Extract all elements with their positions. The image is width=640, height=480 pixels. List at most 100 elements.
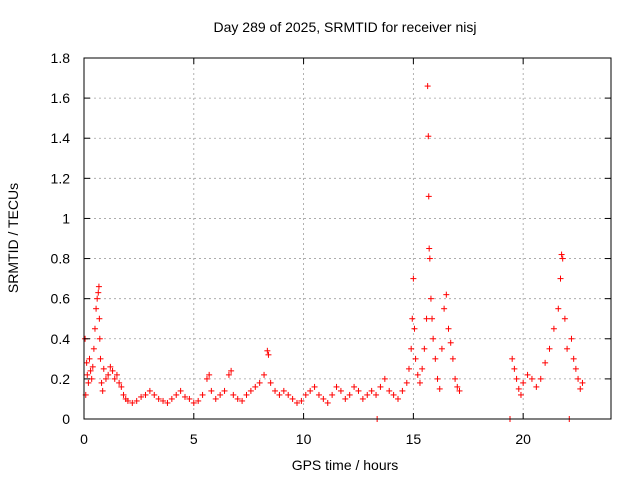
data-point: [265, 351, 272, 358]
data-point: [399, 387, 406, 394]
data-point: [111, 375, 118, 382]
data-point: [550, 325, 557, 332]
y-tick-label: 1.8: [51, 50, 71, 66]
data-point: [515, 385, 522, 392]
data-point: [443, 291, 450, 298]
data-point: [109, 367, 116, 374]
data-point: [208, 387, 215, 394]
data-point: [568, 335, 575, 342]
data-point: [405, 365, 412, 372]
data-point: [221, 387, 228, 394]
data-point: [373, 391, 380, 398]
data-point: [403, 379, 410, 386]
data-point: [225, 371, 232, 378]
data-point: [84, 371, 91, 378]
data-point: [105, 371, 112, 378]
data-point: [289, 395, 296, 402]
data-point: [579, 379, 586, 386]
data-point: [419, 365, 426, 372]
data-point: [102, 375, 109, 382]
data-point: [85, 379, 92, 386]
x-tick-label: 5: [190, 431, 198, 447]
data-point: [94, 295, 101, 302]
data-point: [438, 345, 445, 352]
data-point: [138, 393, 145, 400]
data-point: [89, 363, 96, 370]
data-point: [425, 193, 432, 200]
x-tick-label: 10: [296, 431, 312, 447]
y-tick-label: 1: [62, 210, 70, 226]
data-point: [513, 375, 520, 382]
data-point: [190, 399, 197, 406]
x-axis-label: GPS time / hours: [292, 457, 399, 473]
data-point: [272, 387, 279, 394]
data-point: [98, 379, 105, 386]
data-point: [186, 395, 193, 402]
data-point: [425, 133, 432, 140]
data-point: [261, 371, 268, 378]
data-point: [337, 387, 344, 394]
data-point: [421, 345, 428, 352]
x-tick-label: 20: [515, 431, 531, 447]
data-point: [324, 399, 331, 406]
data-point: [447, 339, 454, 346]
data-point: [91, 325, 98, 332]
data-point: [203, 375, 210, 382]
data-point: [395, 395, 402, 402]
data-point: [173, 391, 180, 398]
data-point: [264, 347, 271, 354]
data-point: [96, 315, 103, 322]
data-point: [561, 315, 568, 322]
data-point: [90, 345, 97, 352]
plot-frame: [83, 57, 612, 420]
y-tick-label: 0.8: [51, 251, 71, 267]
data-point: [449, 355, 456, 362]
data-point: [558, 251, 565, 258]
data-point: [409, 315, 416, 322]
data-point: [520, 379, 527, 386]
data-point: [133, 397, 140, 404]
data-point: [432, 355, 439, 362]
data-point: [118, 383, 125, 390]
data-point: [410, 275, 417, 282]
data-point: [412, 355, 419, 362]
data-point: [423, 315, 430, 322]
data-point: [285, 391, 292, 398]
data-point: [168, 395, 175, 402]
data-point: [346, 391, 353, 398]
data-point: [408, 345, 415, 352]
data-point: [146, 387, 153, 394]
data-point: [333, 383, 340, 390]
data-point: [355, 387, 362, 394]
data-point: [424, 83, 431, 90]
data-point: [129, 399, 136, 406]
data-point: [426, 255, 433, 262]
data-point: [195, 397, 202, 404]
data-point: [436, 385, 443, 392]
data-point: [559, 255, 566, 262]
data-point: [452, 375, 459, 382]
data-point: [577, 385, 584, 392]
y-tick-label: 0: [62, 411, 70, 427]
x-tick-label: 15: [406, 431, 422, 447]
data-point: [429, 315, 436, 322]
data-point: [239, 397, 246, 404]
data-point: [427, 295, 434, 302]
data-point: [120, 391, 127, 398]
data-point: [182, 393, 189, 400]
data-point: [509, 355, 516, 362]
data-point: [390, 391, 397, 398]
data-point: [342, 395, 349, 402]
data-point: [256, 379, 263, 386]
data-point: [426, 245, 433, 252]
data-point: [533, 383, 540, 390]
data-point: [234, 395, 241, 402]
data-point: [572, 365, 579, 372]
data-point: [293, 399, 300, 406]
data-point: [537, 375, 544, 382]
data-point: [217, 391, 224, 398]
data-point: [557, 275, 564, 282]
data-point: [307, 387, 314, 394]
y-tick-label: 0.4: [51, 331, 71, 347]
